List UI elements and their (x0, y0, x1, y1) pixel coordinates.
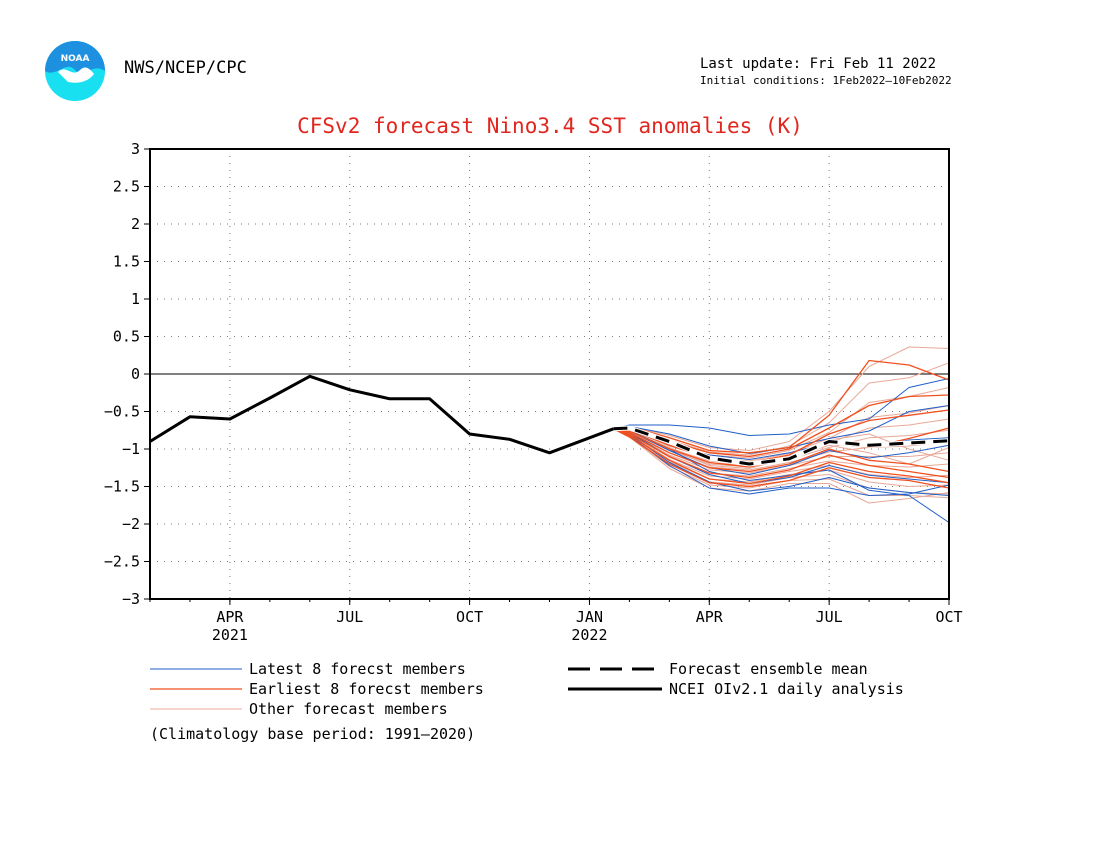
x-tick-year: 2021 (212, 626, 248, 644)
other-member-line (613, 428, 950, 504)
x-tick-label: JUL (816, 608, 843, 626)
legend-label-earliest: Earliest 8 forecst members (249, 680, 484, 698)
y-tick-label: 1.5 (113, 253, 140, 271)
other-member-line (613, 428, 950, 474)
latest-member-line (613, 428, 950, 475)
other-member-line (613, 428, 950, 480)
legend-label-latest: Latest 8 forecst members (249, 660, 466, 678)
legend-label-other: Other forecast members (249, 700, 448, 718)
plot-frame (149, 148, 950, 600)
observed-analysis-line (149, 374, 614, 455)
earliest-member-line (613, 409, 950, 464)
logo-text: NOAA (61, 54, 90, 64)
latest-member-line (613, 428, 950, 484)
y-tick-label: −1.5 (104, 478, 140, 496)
other-member-line (613, 428, 950, 499)
earliest-member-line (613, 428, 950, 473)
x-tick-label: JAN (576, 608, 603, 626)
y-tick-label: 2 (131, 215, 140, 233)
x-tick-label: APR (216, 608, 244, 626)
y-tick-label: 0.5 (113, 328, 140, 346)
x-tick-year: 2022 (571, 626, 607, 644)
y-tick-label: −3 (122, 590, 140, 608)
y-tick-label: 3 (131, 140, 140, 158)
org-label: NWS/NCEP/CPC (124, 58, 247, 78)
x-tick-label: APR (696, 608, 724, 626)
y-tick-label: −2.5 (104, 553, 140, 571)
other-member-line (613, 346, 950, 451)
earliest-member-line (613, 428, 950, 485)
x-tick-label: OCT (935, 608, 962, 626)
y-tick-label: 0 (131, 365, 140, 383)
ensemble-mean-line (613, 426, 950, 466)
initial-conditions-text: Initial conditions: 1Feb2022–10Feb2022 (700, 74, 952, 87)
x-tick-label: JUL (336, 608, 363, 626)
legend-label-observed: NCEI OIv2.1 daily analysis (669, 680, 904, 698)
y-tick-label: −2 (122, 515, 140, 533)
latest-member-line (613, 378, 950, 436)
earliest-member-line (613, 428, 950, 479)
noaa-logo-icon: NOAA (45, 41, 105, 101)
y-tick-label: −0.5 (104, 403, 140, 421)
x-tick-label: OCT (456, 608, 483, 626)
legend-label-mean: Forecast ensemble mean (669, 660, 868, 678)
earliest-member-line (613, 428, 950, 489)
last-update-text: Last update: Fri Feb 11 2022 (700, 56, 937, 72)
y-tick-label: 2.5 (113, 178, 140, 196)
y-tick-label: 1 (131, 290, 140, 308)
chart-title: CFSv2 forecast Nino3.4 SST anomalies (K) (297, 114, 803, 138)
y-tick-label: −1 (122, 440, 140, 458)
climatology-note: (Climatology base period: 1991–2020) (150, 725, 476, 743)
